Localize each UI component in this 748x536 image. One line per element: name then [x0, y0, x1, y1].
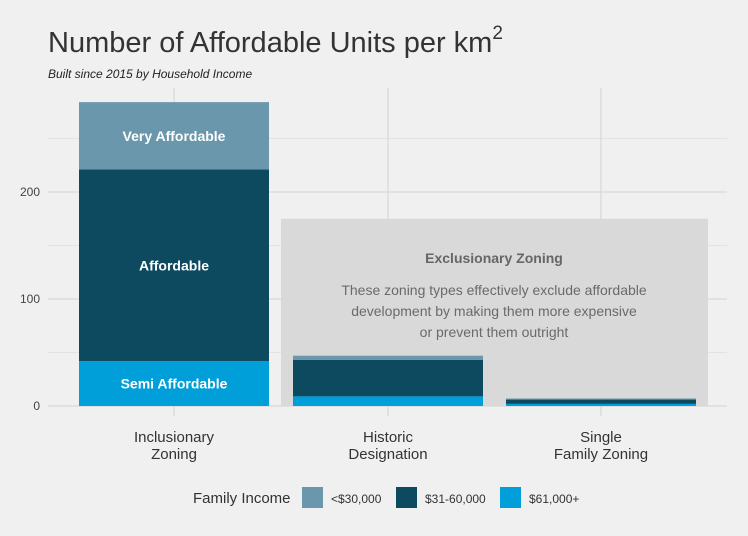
chart-title-superscript: 2 — [492, 23, 503, 44]
bar-1-series-3 — [79, 102, 269, 170]
legend-swatch — [302, 487, 323, 508]
annotation-line: These zoning types effectively exclude a… — [341, 282, 647, 298]
annotation-line: or prevent them outright — [420, 324, 569, 340]
annotation-line: development by making them more expensiv… — [351, 303, 637, 319]
chart-title-text: Number of Affordable Units per km — [48, 27, 492, 59]
bar-label: Very Affordable — [123, 128, 226, 144]
y-tick-label: 200 — [20, 185, 40, 199]
x-tick-label: Inclusionary — [134, 429, 215, 446]
bar-label: Affordable — [139, 257, 209, 273]
bar-2-series-3 — [293, 355, 483, 360]
bar-3-series-2 — [506, 399, 696, 404]
bar-1-series-1 — [79, 361, 269, 406]
annotation-text: Exclusionary Zoning These zoning types ef… — [341, 250, 647, 340]
x-tick-label: Single — [580, 429, 622, 446]
chart-title: Number of Affordable Units per km2 — [48, 23, 503, 59]
y-axis: 0 100 200 — [20, 185, 40, 413]
legend-label: <$30,000 — [331, 492, 382, 506]
legend-swatch — [500, 487, 521, 508]
bar-3-series-1 — [506, 403, 696, 406]
legend-label: $61,000+ — [529, 492, 579, 506]
bar-2-series-2 — [293, 359, 483, 397]
y-tick-label: 0 — [33, 399, 40, 413]
x-tick-label: Designation — [348, 446, 427, 463]
legend-label: $31-60,000 — [425, 492, 486, 506]
bar-3-series-3 — [506, 398, 696, 400]
annotation-title: Exclusionary Zoning — [425, 250, 563, 266]
bar-2-series-1 — [293, 396, 483, 406]
bar-label: Semi Affordable — [121, 376, 228, 392]
bar-1-series-2 — [79, 169, 269, 362]
x-tick-label: Zoning — [151, 446, 197, 463]
legend-swatch — [396, 487, 417, 508]
chart-subtitle: Built since 2015 by Household Income — [48, 67, 252, 81]
y-tick-label: 100 — [20, 292, 40, 306]
x-tick-label: Family Zoning — [554, 446, 648, 463]
x-tick-label: Historic — [363, 429, 414, 446]
legend: Family Income <$30,000 $31-60,000 $61,000+ — [193, 487, 579, 508]
legend-title: Family Income — [193, 490, 291, 507]
bars: Semi Affordable Affordable Very Affordable — [79, 102, 696, 406]
